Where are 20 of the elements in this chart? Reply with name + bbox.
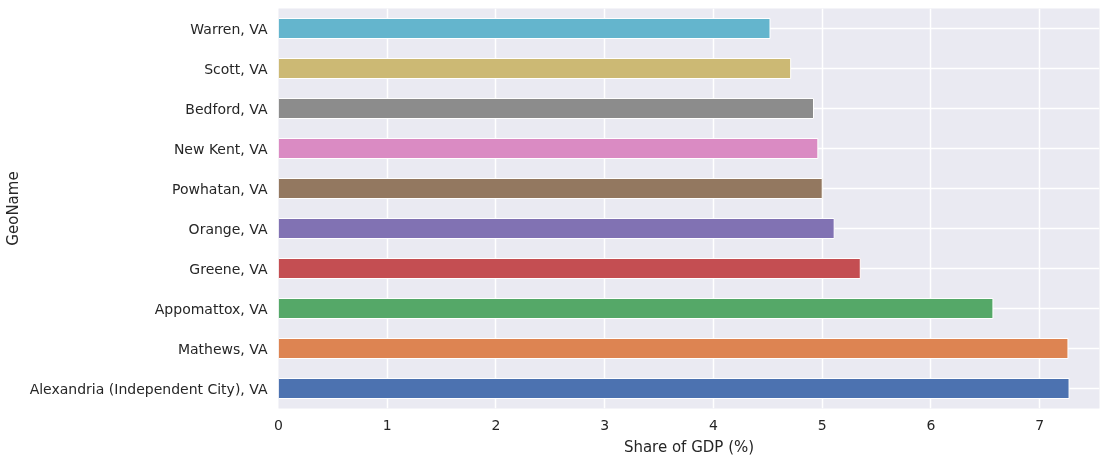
x-tick-label: 3 [600,416,610,433]
y-tick-label: Bedford, VA [185,100,268,117]
x-tick-label: 7 [1035,416,1045,433]
x-tick-label: 0 [274,416,283,433]
y-axis-title: GeoName [3,171,22,246]
y-tick-label: New Kent, VA [173,140,268,157]
y-tick-label: Warren, VA [190,20,268,37]
y-tick-label: Mathews, VA [177,340,268,357]
x-tick-label: 2 [491,416,501,433]
x-tick-label: 6 [926,416,936,433]
y-tick-label: Orange, VA [188,220,268,237]
x-tick-label: 1 [382,416,392,433]
y-tick-label: Scott, VA [204,60,268,77]
x-axis-title: Share of GDP (%) [623,437,755,456]
y-tick-label: Powhatan, VA [171,180,268,197]
x-tick-label: 5 [817,416,827,433]
y-tick-label: Appomattox, VA [154,300,268,317]
y-tick-label: Alexandria (Independent City), VA [29,380,268,397]
y-tick-label: Greene, VA [189,260,268,277]
x-tick-label: 4 [709,416,719,433]
